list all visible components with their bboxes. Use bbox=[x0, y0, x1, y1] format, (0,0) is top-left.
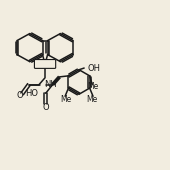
Text: Me: Me bbox=[87, 82, 99, 91]
Text: Me: Me bbox=[87, 95, 98, 104]
Text: Me: Me bbox=[60, 95, 72, 104]
Text: NH: NH bbox=[44, 80, 57, 89]
FancyBboxPatch shape bbox=[34, 59, 56, 68]
Text: O: O bbox=[16, 91, 23, 100]
Text: HO: HO bbox=[25, 89, 38, 98]
Text: OH: OH bbox=[88, 64, 101, 73]
Text: O: O bbox=[43, 103, 49, 112]
Text: Abs: Abs bbox=[38, 59, 52, 69]
